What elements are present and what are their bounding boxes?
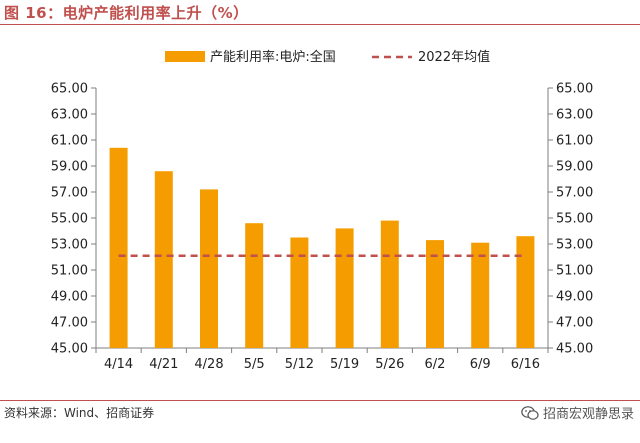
wechat-icon xyxy=(521,405,539,420)
bar xyxy=(380,220,399,348)
right-tick-label: 65.00 xyxy=(556,82,593,97)
left-tick-label: 55.00 xyxy=(51,212,88,227)
right-y-axis: 45.00 47.00 49.00 51.00 53.00 55.00 57.00 59.00… xyxy=(547,82,593,357)
right-tick-label: 61.00 xyxy=(556,134,593,149)
chart-legend: 产能利用率:电炉:全国 2022年均值 xyxy=(165,49,490,65)
left-tick-label: 51.00 xyxy=(51,264,88,279)
brand-watermark: 招商宏观静思录 xyxy=(521,403,634,422)
x-tick-label: 6/16 xyxy=(511,357,540,372)
x-tick-label: 5/12 xyxy=(285,357,314,372)
right-tick-label: 49.00 xyxy=(556,290,593,305)
left-tick-label: 45.00 xyxy=(51,342,88,357)
bar xyxy=(154,171,173,348)
chart-title: 图 16：电炉产能利用率上升（%） xyxy=(4,4,249,22)
title-divider xyxy=(0,24,640,25)
right-tick-label: 53.00 xyxy=(556,238,593,253)
x-tick-label: 4/14 xyxy=(104,357,133,372)
bar xyxy=(109,147,128,348)
left-y-axis: 45.00 47.00 49.00 51.00 53.00 55.00 57.00 59.00… xyxy=(51,82,97,357)
bar-chart: 产能利用率:电炉:全国 2022年均值 45.00 47.00 49.00 51.00… xyxy=(51,49,593,372)
bar xyxy=(426,240,444,348)
left-tick-label: 65.00 xyxy=(51,82,88,97)
legend-label-avg-line: 2022年均值 xyxy=(418,49,490,65)
source-note: 资料来源：Wind、招商证券 xyxy=(4,406,155,420)
left-tick-label: 63.00 xyxy=(51,108,88,123)
right-tick-label: 57.00 xyxy=(556,186,593,201)
left-tick-label: 61.00 xyxy=(51,134,88,149)
bar xyxy=(200,189,218,348)
x-tick-label: 6/9 xyxy=(470,357,491,372)
legend-swatch-bar xyxy=(165,51,205,62)
left-tick-label: 57.00 xyxy=(51,186,88,201)
right-tick-label: 45.00 xyxy=(556,342,593,357)
x-tick-label: 5/26 xyxy=(375,357,404,372)
bar xyxy=(245,223,264,348)
x-tick-label: 4/28 xyxy=(194,357,223,372)
right-tick-label: 55.00 xyxy=(556,212,593,227)
right-tick-label: 51.00 xyxy=(556,264,593,279)
x-axis: 4/14 4/21 4/28 5/5 5/12 5/19 5/26 6/2 6/9 6/16 xyxy=(95,347,549,372)
x-tick-label: 5/19 xyxy=(330,357,359,372)
brand-name: 招商宏观静思录 xyxy=(542,407,634,422)
right-tick-label: 47.00 xyxy=(556,316,593,331)
bar xyxy=(335,228,354,348)
right-tick-label: 63.00 xyxy=(556,108,593,123)
left-tick-label: 49.00 xyxy=(51,290,88,305)
bar xyxy=(471,242,490,348)
left-tick-label: 53.00 xyxy=(51,238,88,253)
bar xyxy=(290,237,309,348)
left-tick-label: 47.00 xyxy=(51,316,88,331)
left-tick-label: 59.00 xyxy=(51,160,88,175)
bar-series xyxy=(109,147,535,348)
footer-divider xyxy=(0,400,640,401)
x-tick-label: 5/5 xyxy=(244,357,265,372)
bar xyxy=(516,236,535,348)
x-tick-label: 6/2 xyxy=(425,357,446,372)
x-tick-label: 4/21 xyxy=(149,357,178,372)
legend-label-bar: 产能利用率:电炉:全国 xyxy=(210,49,336,65)
right-tick-label: 59.00 xyxy=(556,160,593,175)
